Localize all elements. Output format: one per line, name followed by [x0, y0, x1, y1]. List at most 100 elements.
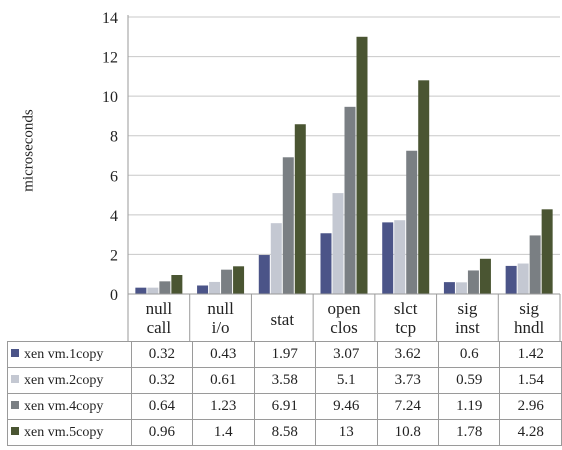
y-tick-label: 6: [110, 168, 118, 185]
bar: [505, 265, 517, 294]
bar: [529, 235, 541, 294]
data-label: 9.46: [315, 393, 378, 420]
data-label: 1.42: [499, 341, 562, 368]
bar: [455, 282, 467, 294]
x-tick-label: null: [207, 299, 234, 318]
data-label: 1.97: [253, 341, 317, 368]
series-name: xen vm.1copy: [24, 346, 104, 362]
y-axis-label: microseconds: [20, 109, 37, 192]
bar: [159, 281, 171, 294]
data-label: 7.24: [376, 393, 440, 420]
x-tick-label: null: [146, 299, 173, 318]
y-tick-label: 4: [110, 208, 118, 225]
data-label: 4.28: [499, 419, 562, 446]
data-label: 5.1: [315, 367, 378, 394]
legend-swatch: [11, 348, 19, 357]
legend-entry: xen vm.2copy: [7, 367, 132, 394]
bar: [221, 269, 233, 294]
bar: [147, 287, 159, 294]
data-label: 1.4: [192, 419, 255, 446]
legend-entry: xen vm.1copy: [7, 341, 132, 368]
x-tick-label: open: [327, 299, 361, 318]
x-tick-label: tcp: [395, 318, 416, 337]
bar: [356, 36, 368, 295]
bar: [294, 124, 306, 294]
x-tick-label: sig: [458, 299, 478, 318]
y-tick-label: 8: [110, 129, 118, 146]
bar: [171, 275, 183, 294]
data-label: 0.32: [130, 367, 194, 394]
x-tick-label: slct: [394, 299, 418, 318]
bar: [332, 193, 344, 294]
data-label: 3.62: [376, 341, 440, 368]
legend-swatch: [11, 400, 19, 409]
data-label: 3.58: [253, 367, 317, 394]
bar: [344, 106, 356, 294]
bar: [443, 282, 455, 294]
y-axis-ticks: 0 2 4 6 8 10 12 14: [102, 10, 118, 304]
x-tick-label: inst: [455, 318, 480, 337]
bar: [517, 263, 529, 294]
data-label: 3.07: [315, 341, 378, 368]
bar: [282, 157, 294, 294]
gridlines: [128, 16, 560, 255]
data-label: 0.32: [130, 341, 194, 368]
bar: [406, 150, 418, 294]
bar: [479, 258, 491, 294]
x-tick-label: sig: [519, 299, 539, 318]
bar: [270, 223, 282, 294]
data-label: 3.73: [376, 367, 440, 394]
bar: [197, 285, 209, 294]
data-label: 0.59: [437, 367, 501, 394]
y-tick-label: 14: [102, 10, 118, 27]
legend-swatch: [11, 426, 19, 435]
data-label: 0.43: [192, 341, 255, 368]
bar: [467, 270, 479, 294]
bar: [418, 80, 430, 294]
bar: [382, 222, 394, 294]
data-label: 10.8: [376, 419, 440, 446]
series-name: xen vm.4copy: [24, 398, 104, 414]
table-row: xen vm.2copy 0.32 0.61 3.58 5.1 3.73 0.59 1.54: [7, 367, 562, 394]
table-row: xen vm.1copy 0.32 0.43 1.97 3.07 3.62 0.6 1.42: [7, 341, 562, 368]
series-name: xen vm.5copy: [24, 424, 104, 440]
bar: [541, 209, 553, 294]
y-tick-label: 10: [102, 89, 118, 106]
y-tick-label: 12: [102, 50, 118, 67]
legend-swatch: [11, 374, 19, 383]
bar: [394, 220, 406, 294]
data-label: 1.23: [192, 393, 255, 420]
data-label: 0.6: [437, 341, 501, 368]
x-tick-label: i/o: [212, 318, 230, 337]
table-row: xen vm.5copy 0.96 1.4 8.58 13 10.8 1.78 4.28: [7, 419, 562, 446]
data-label: 8.58: [253, 419, 317, 446]
bar: [320, 233, 332, 294]
bars: [135, 36, 553, 295]
axes: [127, 15, 561, 341]
legend-entry: xen vm.4copy: [7, 393, 132, 420]
data-label: 1.78: [437, 419, 501, 446]
data-label: 0.61: [192, 367, 255, 394]
data-label: 6.91: [253, 393, 317, 420]
data-table: xen vm.1copy 0.32 0.43 1.97 3.07 3.62 0.6 1.42 x…: [7, 341, 562, 446]
x-tick-label: hndl: [514, 318, 545, 337]
data-label: 0.96: [130, 419, 194, 446]
data-label: 13: [315, 419, 378, 446]
series-name: xen vm.2copy: [24, 372, 104, 388]
legend-entry: xen vm.5copy: [7, 419, 132, 446]
data-label: 1.19: [437, 393, 501, 420]
x-tick-label: call: [147, 318, 172, 337]
y-tick-label: 2: [110, 247, 118, 264]
data-label: 1.54: [499, 367, 562, 394]
y-tick-label: 0: [110, 287, 118, 304]
data-label: 0.64: [130, 393, 194, 420]
bar: [233, 266, 245, 294]
bar: [135, 287, 147, 294]
x-tick-label: clos: [330, 318, 357, 337]
bar: [209, 281, 221, 294]
x-tick-label: stat: [270, 310, 294, 329]
data-label: 2.96: [499, 393, 562, 420]
bar: [258, 255, 270, 294]
